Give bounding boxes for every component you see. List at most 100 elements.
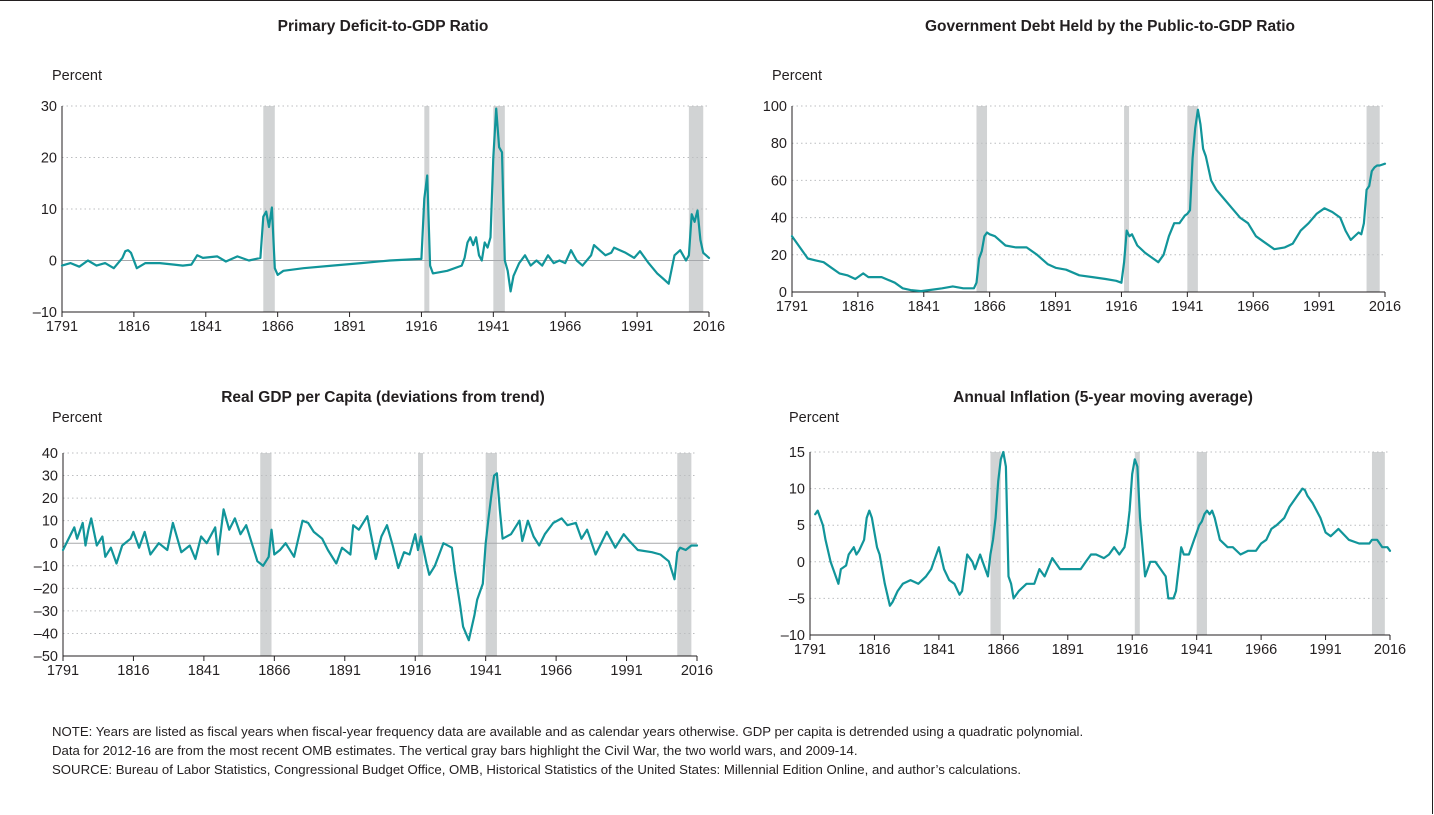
y-tick-label: 100 xyxy=(763,99,787,115)
x-tick-label: 1891 xyxy=(333,319,365,335)
x-tick-label: 1841 xyxy=(923,642,955,658)
shaded-period-3 xyxy=(677,453,692,656)
x-tick-label: 1816 xyxy=(858,642,890,658)
y-tick-label: 5 xyxy=(797,518,805,534)
y-tick-label: 40 xyxy=(771,211,787,227)
y-tick-label: 20 xyxy=(41,151,57,167)
x-tick-label: 2016 xyxy=(1369,299,1401,315)
source-line: SOURCE: Bureau of Labor Statistics, Cong… xyxy=(52,762,1022,777)
x-tick-label: 1791 xyxy=(47,663,79,679)
x-tick-label: 1991 xyxy=(610,663,642,679)
x-tick-label: 1941 xyxy=(1171,299,1203,315)
shaded-period-0 xyxy=(990,452,1001,635)
x-tick-label: 1891 xyxy=(1039,299,1071,315)
y-tick-label: 20 xyxy=(771,248,787,264)
x-tick-label: 1916 xyxy=(399,663,431,679)
y-tick-label: –10 xyxy=(33,305,57,321)
y-tick-label: 0 xyxy=(779,285,787,301)
chart-real-gdp: –50 –40 –30 –20 –10 0 10 20 30 40 1791 1816 1841 1866… xyxy=(34,389,713,679)
x-tick-label: 1841 xyxy=(908,299,940,315)
x-tick-label: 1966 xyxy=(1237,299,1269,315)
x-tick-label: 1941 xyxy=(477,319,509,335)
x-tick-label: 1816 xyxy=(117,663,149,679)
chart-panel-real-gdp: –50 –40 –30 –20 –10 0 10 20 30 40 1791 1816 1841 1866… xyxy=(0,360,717,700)
series-line xyxy=(814,450,1392,607)
chart-panel-annual-inflation: –10 –5 0 5 10 15 1791 1816 1841 1866 1891 1916 1941 1… xyxy=(717,360,1434,700)
series-line xyxy=(790,108,1387,293)
y-tick-label: 10 xyxy=(42,514,58,530)
y-tick-label: 20 xyxy=(42,491,58,507)
note-line-1: NOTE: Years are listed as fiscal years w… xyxy=(52,724,1084,739)
chart-panel-primary-deficit: –10 0 10 20 30 1791 1816 1841 1866 1891 1916 1941 19… xyxy=(0,0,725,360)
y-tick-label: 40 xyxy=(42,446,58,462)
shaded-period-0 xyxy=(260,453,272,656)
y-tick-label: 0 xyxy=(50,536,58,552)
y-tick-label: –10 xyxy=(781,628,805,644)
x-tick-label: 1966 xyxy=(540,663,572,679)
y-tick-label: –40 xyxy=(34,626,58,642)
x-tick-label: 1791 xyxy=(794,642,826,658)
x-tick-label: 1891 xyxy=(329,663,361,679)
x-tick-label: 1966 xyxy=(1245,642,1277,658)
y-tick-label: 30 xyxy=(42,469,58,485)
x-tick-label: 1916 xyxy=(405,319,437,335)
x-tick-label: 1941 xyxy=(1181,642,1213,658)
y-tick-label: 10 xyxy=(789,482,805,498)
x-tick-label: 1991 xyxy=(1303,299,1335,315)
y-tick-label: 10 xyxy=(41,202,57,218)
chart-primary-deficit: –10 0 10 20 30 1791 1816 1841 1866 1891 1916 1941 19… xyxy=(33,18,725,335)
x-tick-label: 2016 xyxy=(693,319,725,335)
y-tick-label: –5 xyxy=(789,591,805,607)
x-tick-label: 1791 xyxy=(46,319,78,335)
shaded-period-2 xyxy=(1196,452,1207,635)
x-tick-label: 1841 xyxy=(188,663,220,679)
y-tick-label: 15 xyxy=(789,445,805,461)
y-tick-label: 0 xyxy=(49,254,57,270)
y-tick-label: 30 xyxy=(41,99,57,115)
y-tick-label: –50 xyxy=(34,649,58,665)
y-tick-label: 0 xyxy=(797,555,805,571)
shaded-period-2 xyxy=(1187,106,1198,292)
chart-title: Government Debt Held by the Public-to-GD… xyxy=(925,18,1295,35)
x-tick-label: 1941 xyxy=(470,663,502,679)
figure-notes: NOTE: Years are listed as fiscal years w… xyxy=(52,722,1422,779)
chart-title: Annual Inflation (5-year moving average) xyxy=(953,389,1253,406)
x-tick-label: 1816 xyxy=(842,299,874,315)
chart-title: Primary Deficit-to-GDP Ratio xyxy=(278,18,489,35)
y-axis-label: Percent xyxy=(772,68,822,84)
x-tick-label: 1866 xyxy=(987,642,1019,658)
x-tick-label: 1966 xyxy=(549,319,581,335)
y-axis-label: Percent xyxy=(52,410,102,426)
x-tick-label: 1891 xyxy=(1052,642,1084,658)
shaded-period-1 xyxy=(1134,452,1140,635)
x-tick-label: 1916 xyxy=(1105,299,1137,315)
y-tick-label: –20 xyxy=(34,581,58,597)
x-tick-label: 1991 xyxy=(621,319,653,335)
x-tick-label: 2016 xyxy=(681,663,713,679)
chart-annual-inflation: –10 –5 0 5 10 15 1791 1816 1841 1866 1891 1916 1941 1… xyxy=(781,389,1406,658)
shaded-period-3 xyxy=(1366,106,1380,292)
shaded-period-1 xyxy=(418,453,424,656)
x-tick-label: 1816 xyxy=(118,319,150,335)
chart-panel-government-debt: 0 20 40 60 80 100 1791 1816 1841 1866 1891 1916 1941… xyxy=(717,0,1434,360)
y-tick-label: 60 xyxy=(771,173,787,189)
y-tick-label: –10 xyxy=(34,559,58,575)
x-tick-label: 1991 xyxy=(1309,642,1341,658)
y-axis-label: Percent xyxy=(52,68,102,84)
x-tick-label: 1866 xyxy=(262,319,294,335)
x-tick-label: 1866 xyxy=(974,299,1006,315)
shaded-period-1 xyxy=(1124,106,1130,292)
x-tick-label: 1916 xyxy=(1116,642,1148,658)
shaded-period-0 xyxy=(976,106,988,292)
y-tick-label: –30 xyxy=(34,604,58,620)
x-tick-label: 1866 xyxy=(258,663,290,679)
shaded-period-2 xyxy=(485,453,497,656)
series-line xyxy=(60,107,711,293)
series-line xyxy=(61,472,699,642)
chart-title: Real GDP per Capita (deviations from tre… xyxy=(221,389,545,406)
x-tick-label: 2016 xyxy=(1374,642,1406,658)
note-line-2: Data for 2012-16 are from the most recen… xyxy=(52,743,858,758)
x-tick-label: 1791 xyxy=(776,299,808,315)
chart-government-debt: 0 20 40 60 80 100 1791 1816 1841 1866 1891 1916 1941… xyxy=(763,18,1401,315)
